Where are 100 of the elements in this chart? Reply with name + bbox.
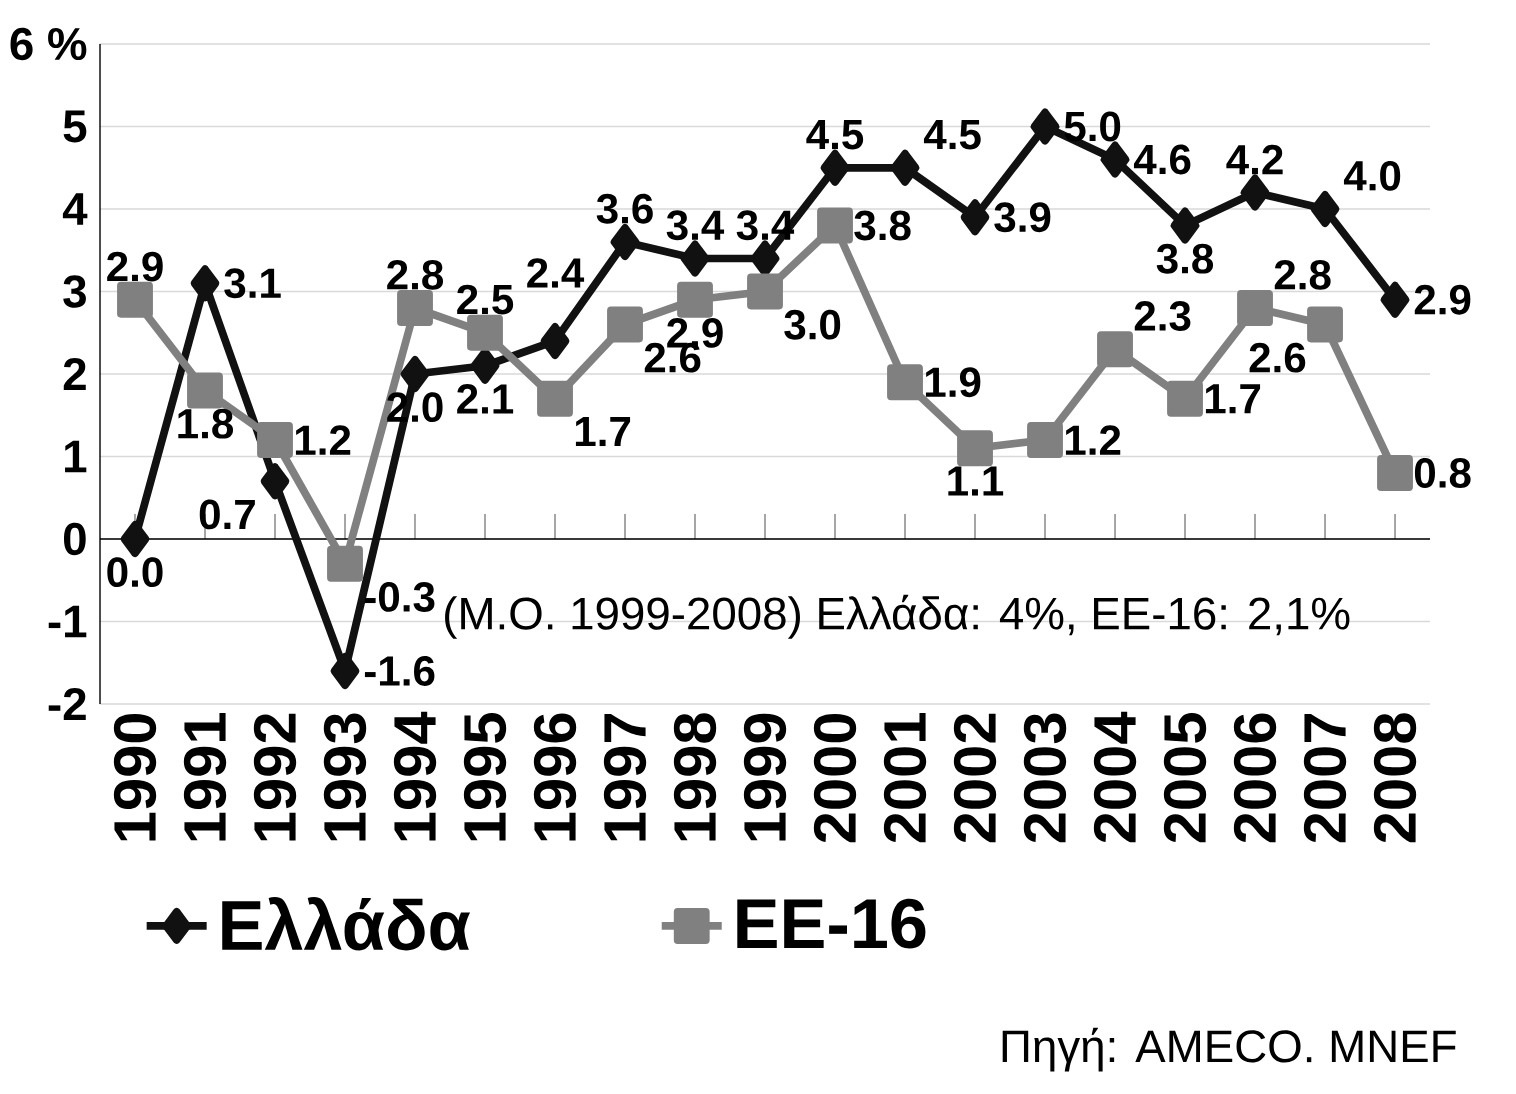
point xyxy=(957,430,993,467)
x-tick-label: 2007 xyxy=(1303,714,1347,843)
data-label: 0.0 xyxy=(107,557,163,588)
data-label: -1.6 xyxy=(364,656,435,686)
x-tick-label: 1999 xyxy=(743,713,787,841)
point xyxy=(1310,191,1340,227)
data-label: 3.1 xyxy=(224,268,281,299)
x-tick-label: 2000 xyxy=(813,713,857,843)
data-label: -0.3 xyxy=(364,582,435,612)
point xyxy=(540,323,570,359)
x-tick-label: 2004 xyxy=(1093,711,1137,843)
x-tick-label: 2005 xyxy=(1163,713,1207,843)
x-tick-label: 2003 xyxy=(1023,713,1067,843)
point xyxy=(1027,422,1063,458)
x-tick-label: 1994 xyxy=(393,711,437,841)
point xyxy=(1377,455,1413,491)
data-label: 3.8 xyxy=(854,210,911,241)
y-tick-label: -2 xyxy=(48,688,86,720)
annotation: (Μ.Ο. 1999-2008) Ελλάδα: 4%, ΕΕ-16: 2,1% xyxy=(445,594,1350,639)
data-label: 2.8 xyxy=(1274,259,1331,290)
data-label: 2.9 xyxy=(1414,284,1471,315)
data-label: 2.9 xyxy=(107,251,163,282)
point xyxy=(747,273,783,310)
y-tick-label: 5 xyxy=(63,110,87,143)
data-label: 1.7 xyxy=(575,417,631,447)
data-label: 3.9 xyxy=(994,202,1051,233)
data-label: 1.2 xyxy=(1065,425,1121,455)
point xyxy=(257,422,293,458)
point xyxy=(260,463,290,500)
point xyxy=(820,149,850,186)
data-label: 2.4 xyxy=(527,258,585,288)
point xyxy=(680,240,710,277)
data-label: 3.8 xyxy=(1156,243,1214,274)
legend-label: ΕΕ-16 xyxy=(737,898,926,949)
point xyxy=(1170,207,1200,244)
y-tick-label: 6 % xyxy=(10,27,87,61)
data-label: 1.1 xyxy=(948,466,1004,496)
data-label: 5.0 xyxy=(1064,111,1121,142)
data-label: 4.5 xyxy=(806,120,864,150)
text: Πηγή: AMECO. MNEF xyxy=(1002,1027,1456,1072)
point xyxy=(1100,141,1130,178)
y-tick-label: -1 xyxy=(48,605,87,638)
point xyxy=(467,314,503,351)
point xyxy=(1240,174,1270,211)
point xyxy=(537,380,573,417)
data-label: 3.6 xyxy=(596,193,653,224)
y-tick-label: 1 xyxy=(65,440,87,473)
data-label: 1.9 xyxy=(925,367,981,398)
point xyxy=(887,364,923,401)
point xyxy=(1097,331,1133,368)
data-label: 1.8 xyxy=(178,408,234,439)
point xyxy=(327,545,363,582)
x-tick-label: 2006 xyxy=(1233,713,1277,843)
data-label: 2.3 xyxy=(1134,301,1191,332)
point xyxy=(960,199,990,236)
x-tick-label: 1992 xyxy=(253,713,297,841)
data-label: 1.2 xyxy=(295,425,351,455)
point xyxy=(1167,380,1203,417)
point xyxy=(1380,281,1410,318)
point xyxy=(397,290,433,326)
x-tick-label: 1991 xyxy=(183,713,227,841)
data-label: 4.6 xyxy=(1133,144,1191,175)
x-tick-label: 2002 xyxy=(953,713,997,843)
point xyxy=(190,265,220,302)
x-tick-label: 2008 xyxy=(1373,713,1417,843)
point xyxy=(610,224,640,260)
point xyxy=(1307,306,1343,343)
legend-label: Ελλάδα xyxy=(222,896,471,951)
point xyxy=(817,207,853,244)
point xyxy=(1030,108,1060,145)
x-tick-label: 1990 xyxy=(113,713,157,841)
y-tick-label: 3 xyxy=(63,275,86,308)
x-tick-label: 1995 xyxy=(463,713,507,841)
data-label: 0.7 xyxy=(199,499,255,530)
point xyxy=(120,521,150,557)
point xyxy=(677,281,713,318)
data-label: 3.0 xyxy=(784,309,841,340)
data-label: 3.4 xyxy=(666,210,725,241)
point xyxy=(750,240,780,277)
point xyxy=(1237,290,1273,326)
y-tick-label: 2 xyxy=(63,358,86,390)
point xyxy=(607,306,643,343)
y-tick-label: 4 xyxy=(62,193,88,225)
data-label: 1.7 xyxy=(1205,384,1261,414)
data-label: 4.0 xyxy=(1343,160,1401,191)
x-tick-label: 1996 xyxy=(533,713,577,841)
point xyxy=(187,372,223,409)
data-label: 2.6 xyxy=(1249,342,1306,373)
point xyxy=(330,653,360,689)
data-label: 4.2 xyxy=(1226,144,1283,175)
point xyxy=(890,149,920,186)
x-tick-label: 1998 xyxy=(673,713,717,841)
x-tick-label: 1993 xyxy=(323,713,367,841)
data-label: 2.1 xyxy=(457,384,514,414)
data-label: 2.8 xyxy=(387,259,444,290)
data-label: 2.5 xyxy=(457,284,514,315)
point xyxy=(400,356,430,392)
x-tick-label: 2001 xyxy=(883,713,927,843)
data-label: 4.5 xyxy=(923,120,981,150)
y-tick-label: 0 xyxy=(63,522,86,556)
